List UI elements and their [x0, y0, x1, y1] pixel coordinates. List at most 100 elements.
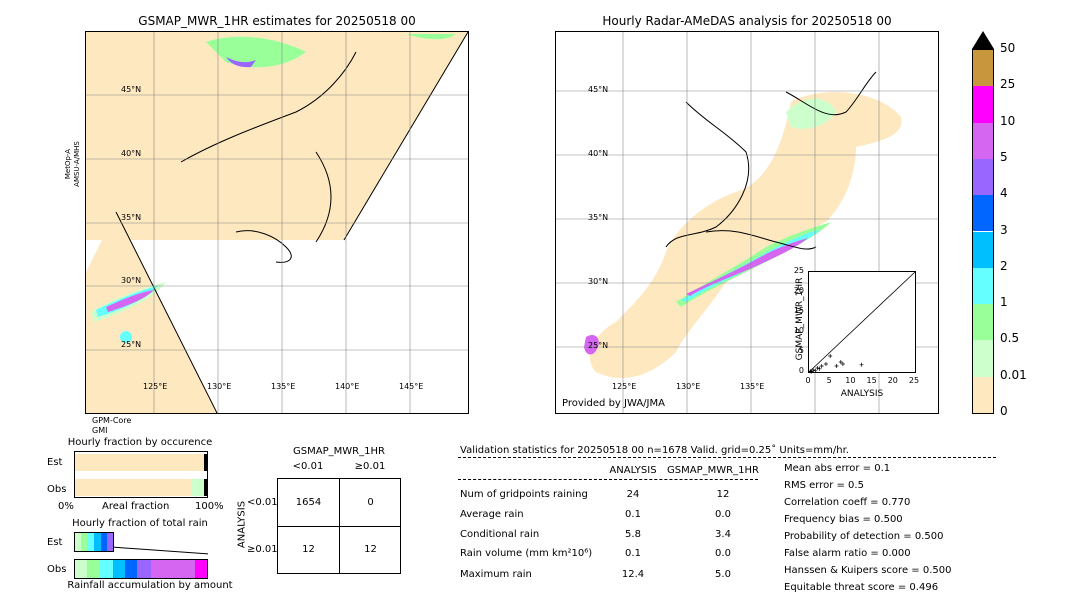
- occurrence-title: Hourly fraction by occurence: [67, 437, 213, 448]
- right-lat-45: 45°N: [588, 85, 609, 94]
- occurrence-axis-right: 100%: [195, 501, 224, 512]
- scatter-diagonal: [808, 271, 916, 373]
- left-rain-upper-core: [226, 57, 256, 68]
- left-rain-spot: [120, 331, 132, 343]
- right-map-credit: Provided by JWA/JMA: [562, 398, 665, 409]
- colorbar-label: 4: [1000, 186, 1008, 201]
- left-bottom-label-1: GPM-Core: [92, 416, 132, 425]
- left-lon-125: 125°E: [143, 382, 168, 391]
- colorbar-segment: [973, 122, 993, 159]
- scatter-ytick: 15: [793, 306, 804, 315]
- score-4: Probability of detection = 0.500: [784, 531, 944, 542]
- colorbar-label: 10: [1000, 113, 1016, 128]
- scatter-xlabel: ANALYSIS: [840, 389, 884, 399]
- validation-col-analysis: ANALYSIS: [609, 465, 657, 476]
- score-3: Frequency bias = 0.500: [784, 514, 903, 525]
- score-2: Correlation coeff = 0.770: [784, 497, 911, 508]
- rain-fraction-title: Hourly fraction of total rain: [72, 518, 208, 529]
- scatter-point: [859, 362, 864, 367]
- contingency-cell-11: 12: [364, 544, 377, 555]
- rain-fraction-chart: [74, 532, 208, 579]
- scatter-xtick: 15: [866, 376, 877, 385]
- occurrence-obs-bar: [75, 479, 191, 496]
- scatter-point: [838, 360, 843, 364]
- validation-row-2-analysis: 5.8: [625, 529, 641, 540]
- contingency-cell-01: 0: [367, 497, 374, 508]
- colorbar-segment: [973, 231, 993, 268]
- score-6: Hanssen & Kuipers score = 0.500: [784, 565, 952, 576]
- colorbar: [972, 49, 994, 414]
- left-coastline: [180, 51, 357, 243]
- left-map-canvas: [86, 32, 468, 413]
- colorbar-label: 0: [1000, 404, 1008, 418]
- colorbar-label: 0.01: [1000, 367, 1027, 382]
- scatter-xtick: 5: [826, 376, 832, 385]
- contingency-title: GSMAP_MWR_1HR: [293, 446, 385, 457]
- validation-row-1-analysis: 0.1: [625, 509, 641, 520]
- left-lon-130: 130°E: [207, 382, 232, 391]
- left-swath-upper: [86, 32, 468, 240]
- right-lon-130: 130°E: [676, 382, 701, 391]
- scatter-ytick: 10: [793, 326, 804, 335]
- right-map-panel: 45°N 40°N 35°N 30°N 25°N 125°E 130°E 135…: [555, 31, 939, 414]
- scatter-point: [811, 368, 816, 372]
- rain-fraction-est-label: Est: [47, 537, 63, 548]
- score-7: Equitable threat score = 0.496: [784, 582, 939, 593]
- scatter-point: [813, 368, 818, 373]
- left-lat-45: 45°N: [121, 85, 142, 94]
- contingency-row-1-label: ≥0.01: [247, 544, 278, 555]
- validation-row-2-gsmap: 3.4: [715, 529, 731, 540]
- scatter-xtick: 25: [908, 376, 920, 385]
- right-map-canvas: [556, 32, 938, 413]
- colorbar-segment: [973, 376, 993, 413]
- right-lat-30: 30°N: [588, 277, 609, 286]
- colorbar-segment: [973, 340, 993, 377]
- right-coverage: [589, 92, 902, 379]
- scatter-point: [823, 362, 828, 366]
- colorbar-label: 50: [1000, 41, 1016, 55]
- scatter-point: [817, 366, 822, 371]
- occurrence-est-rain: [204, 454, 207, 471]
- left-coastline-japan: [235, 230, 292, 263]
- colorbar-segment: [973, 50, 993, 87]
- scatter-point: [828, 354, 833, 358]
- colorbar-label: 0.5: [1000, 331, 1020, 346]
- validation-col-gsmap: GSMAP_MWR_1HR: [667, 465, 759, 476]
- validation-header-rule: [458, 457, 996, 458]
- validation-col-rule: [458, 479, 758, 480]
- validation-row-2-label: Conditional rain: [460, 529, 540, 540]
- contingency-col-1: ≥0.01: [354, 461, 386, 472]
- validation-row-1-gsmap: 0.0: [715, 509, 731, 520]
- occurrence-est-label: Est: [47, 457, 63, 468]
- left-rain-band-core: [106, 290, 154, 312]
- right-lat-25: 25°N: [588, 341, 609, 350]
- left-side-label-1: MetOp-A: [64, 148, 72, 180]
- right-lon-125: 125°E: [612, 382, 637, 391]
- left-lon-145: 145°E: [399, 382, 424, 391]
- colorbar-label: 5: [1000, 149, 1008, 164]
- occurrence-obs-label: Obs: [47, 484, 67, 495]
- left-bottom-label-2: GMI: [92, 426, 108, 435]
- contingency-row-axis-label: ANALYSIS: [236, 500, 248, 549]
- validation-row-0-label: Num of gridpoints raining: [460, 489, 588, 500]
- colorbar-segment: [973, 86, 993, 123]
- left-lat-25: 25°N: [121, 340, 142, 349]
- scatter-ytick: 0: [798, 366, 804, 375]
- colorbar-label: 2: [1000, 258, 1008, 273]
- left-gridlines: [86, 32, 468, 413]
- validation-row-0-analysis: 24: [626, 489, 640, 500]
- rain-fraction-footer: Rainfall accumulation by amount: [67, 580, 233, 591]
- left-map-panel: 45°N 40°N 35°N 30°N 25°N 125°E 130°E 135…: [85, 31, 469, 414]
- colorbar-label: 25: [1000, 77, 1016, 92]
- validation-row-1-label: Average rain: [460, 509, 524, 520]
- colorbar-segment: [973, 267, 993, 305]
- colorbar-extend-arrow: [972, 31, 994, 49]
- score-1: RMS error = 0.5: [784, 480, 864, 491]
- scatter-point: [819, 364, 824, 368]
- score-5: False alarm ratio = 0.000: [784, 548, 911, 559]
- scatter-xtick: 0: [805, 376, 811, 385]
- colorbar-label: 3: [1000, 222, 1008, 237]
- scatter-point: [840, 362, 845, 366]
- scatter-ytick: 20: [793, 286, 804, 295]
- right-rain-north: [786, 98, 836, 129]
